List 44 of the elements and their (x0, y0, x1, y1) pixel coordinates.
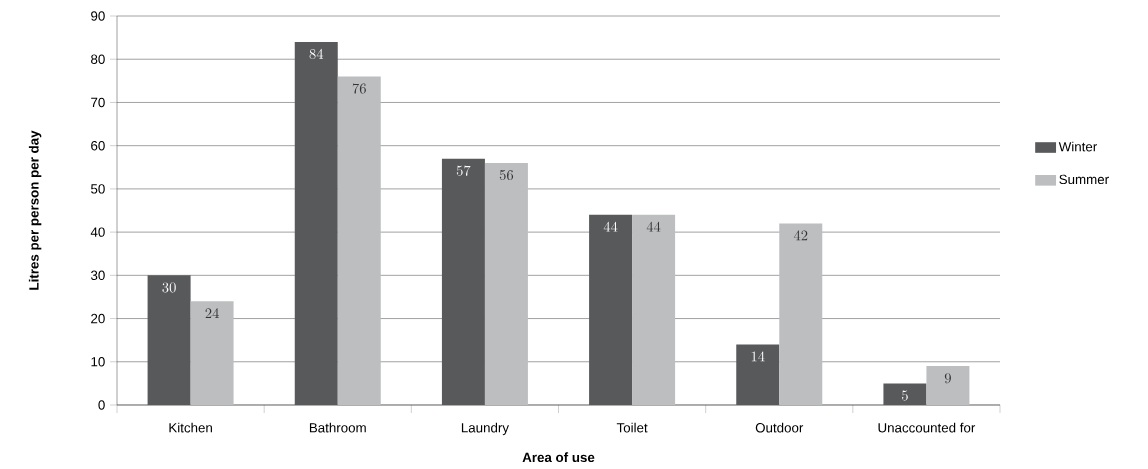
data-label: 9 (944, 373, 951, 384)
x-tick-label: Bathroom (309, 422, 366, 433)
bar (779, 223, 823, 405)
x-tick-label: Laundry (461, 422, 509, 436)
bar (484, 162, 528, 405)
bar (441, 158, 485, 405)
y-tick-label: 50 (91, 184, 105, 194)
x-tick-label: Toilet (616, 422, 648, 433)
legend-label: Summer (1059, 174, 1109, 185)
bar (736, 344, 780, 405)
bar (632, 214, 676, 405)
data-label: 57 (456, 165, 471, 176)
bar (926, 366, 970, 405)
data-label: 56 (499, 170, 514, 181)
data-label: 44 (603, 221, 618, 232)
data-label: 76 (352, 83, 366, 94)
bar (294, 41, 338, 405)
legend-label: Winter (1058, 141, 1098, 152)
data-label: 24 (205, 308, 219, 319)
x-axis-title: Area of use (522, 452, 595, 463)
x-tick-label: Unaccounted for (878, 422, 976, 433)
bar (190, 301, 234, 405)
bar (883, 383, 927, 405)
y-tick-label: 60 (91, 140, 105, 151)
bar (589, 214, 633, 405)
y-tick-label: 10 (91, 357, 105, 367)
data-label: 5 (902, 390, 908, 401)
data-label: 30 (162, 282, 176, 293)
y-tick-label: 70 (91, 97, 105, 108)
y-tick-label: 80 (91, 54, 105, 64)
y-tick-label: 0 (98, 400, 105, 410)
y-axis-title: Litres per person per day (28, 130, 42, 290)
bar (147, 275, 191, 405)
y-tick-label: 20 (91, 313, 105, 324)
y-tick-label: 90 (91, 11, 105, 21)
x-tick-label: Kitchen (169, 422, 212, 433)
y-tick-label: 30 (90, 270, 105, 281)
data-label: 14 (751, 351, 765, 362)
bar (337, 76, 381, 405)
y-tick-label: 40 (90, 227, 105, 237)
data-label: 44 (646, 221, 661, 232)
data-label: 42 (793, 230, 808, 241)
data-label: 84 (309, 48, 324, 60)
x-tick-label: Outdoor (755, 422, 804, 433)
